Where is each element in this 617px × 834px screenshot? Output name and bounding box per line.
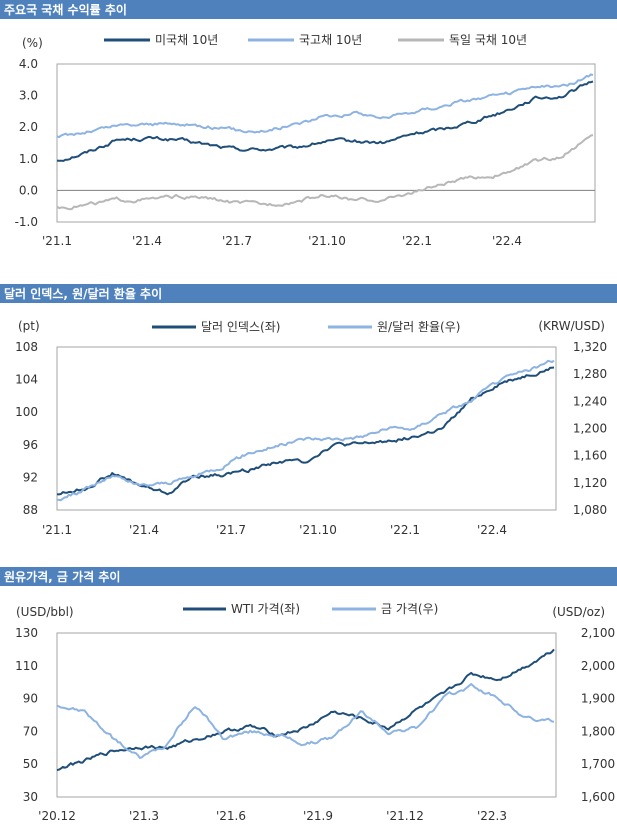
chart2-series-line-1 xyxy=(56,366,555,496)
chart2-plot-frame xyxy=(56,346,557,511)
chart3-xtick: '20.12 xyxy=(38,809,76,823)
chart1-ytick-left: 1.0 xyxy=(19,152,38,166)
chart2-ytick-left: 100 xyxy=(15,405,38,419)
chart3-ytick-right: 2,000 xyxy=(581,659,615,673)
chart2-ytick-right: 1,320 xyxy=(573,340,607,354)
chart3-ytick-left: 30 xyxy=(23,790,38,804)
chart3-legend-label-1: WTI 가격(좌) xyxy=(231,602,300,616)
chart2-ytick-right: 1,160 xyxy=(573,449,607,463)
chart2-ytick-right: 1,080 xyxy=(573,503,607,517)
chart1-plot-frame xyxy=(56,63,596,223)
chart1-xtick: '22.1 xyxy=(402,234,432,248)
chart1-legend-label-1: 미국채 10년 xyxy=(155,33,218,47)
chart3-ytick-right: 1,600 xyxy=(581,790,615,804)
chart1-xtick: '21.10 xyxy=(308,234,346,248)
chart3-series-line-1 xyxy=(56,648,555,772)
chart1-xtick: '21.1 xyxy=(42,234,72,248)
chart3-header: 원유가격, 금 가격 추이 xyxy=(0,567,617,586)
chart2-ytick-left: 96 xyxy=(23,438,38,452)
chart3-xtick: '21.6 xyxy=(216,809,246,823)
chart2-ytick-left: 88 xyxy=(23,503,38,517)
chart3-xtick: '22.3 xyxy=(477,809,507,823)
chart3-ytick-right: 1,800 xyxy=(581,724,615,738)
chart2-xtick: '21.10 xyxy=(299,523,337,537)
chart3-ytick-left: 90 xyxy=(23,692,38,706)
chart2-ytick-right: 1,200 xyxy=(573,422,607,436)
chart2-ytick-right: 1,240 xyxy=(573,394,607,408)
chart1-series-line-1 xyxy=(56,80,594,162)
chart3-plot-frame xyxy=(56,632,557,798)
chart3-ytick-right: 1,700 xyxy=(581,757,615,771)
chart2-header: 달러 인덱스, 원/달러 환율 추이 xyxy=(0,284,617,303)
chart2-xtick: '21.1 xyxy=(42,523,72,537)
chart1-xtick: '21.7 xyxy=(222,234,252,248)
chart3-ytick-right: 1,900 xyxy=(581,692,615,706)
chart3-series-line-2 xyxy=(56,683,555,759)
chart2-xtick: '21.4 xyxy=(129,523,159,537)
chart2-legend-label-2: 원/달러 환율(우) xyxy=(377,320,460,334)
chart1-series-line-3 xyxy=(56,134,594,211)
chart1-header: 주요국 국채 수익률 추이 xyxy=(0,0,617,19)
chart3-yunit-right: (USD/oz) xyxy=(552,605,605,619)
chart2-yunit-right: (KRW/USD) xyxy=(538,319,605,333)
chart3-yunit-left: (USD/bbl) xyxy=(16,605,74,619)
chart3-ytick-left: 110 xyxy=(15,659,38,673)
chart1-title: 주요국 국채 수익률 추이 xyxy=(4,3,127,17)
chart2-xtick: '22.4 xyxy=(477,523,507,537)
chart3-ytick-right: 2,100 xyxy=(581,626,615,640)
chart2-xtick: '21.7 xyxy=(216,523,246,537)
chart3-legend-label-2: 금 가격(우) xyxy=(381,602,438,616)
chart1-xtick: '21.4 xyxy=(132,234,162,248)
chart2-series-line-2 xyxy=(56,359,555,502)
chart2-ytick-right: 1,280 xyxy=(573,367,607,381)
chart2-ytick-left: 92 xyxy=(23,470,38,484)
chart1-yunit-left: (%) xyxy=(22,36,43,50)
chart2-xtick: '22.1 xyxy=(390,523,420,537)
chart2-ytick-left: 104 xyxy=(15,373,38,387)
chart3-ytick-left: 130 xyxy=(15,626,38,640)
chart2-ytick-left: 108 xyxy=(15,340,38,354)
chart1-legend-label-2: 국고채 10년 xyxy=(299,33,362,47)
chart1-ytick-left: 2.0 xyxy=(19,120,38,134)
chart1-series-line-2 xyxy=(56,73,594,139)
chart1-xtick: '22.4 xyxy=(492,234,522,248)
chart2-legend-label-1: 달러 인덱스(좌) xyxy=(201,320,280,334)
chart3-ytick-left: 70 xyxy=(23,724,38,738)
chart1-ytick-left: -1.0 xyxy=(15,215,38,229)
chart3-title: 원유가격, 금 가격 추이 xyxy=(4,570,121,584)
chart2-yunit-left: (pt) xyxy=(18,319,40,333)
chart2-title: 달러 인덱스, 원/달러 환율 추이 xyxy=(4,287,163,301)
chart3-xtick: '21.12 xyxy=(386,809,424,823)
chart3-ytick-left: 50 xyxy=(23,757,38,771)
chart1-legend-label-3: 독일 국채 10년 xyxy=(449,33,527,47)
chart3-xtick: '21.9 xyxy=(303,809,333,823)
chart1-ytick-left: 3.0 xyxy=(19,89,38,103)
chart1-ytick-left: 0.0 xyxy=(19,183,38,197)
chart2-ytick-right: 1,120 xyxy=(573,476,607,490)
chart3-xtick: '21.3 xyxy=(129,809,159,823)
chart1-ytick-left: 4.0 xyxy=(19,57,38,71)
